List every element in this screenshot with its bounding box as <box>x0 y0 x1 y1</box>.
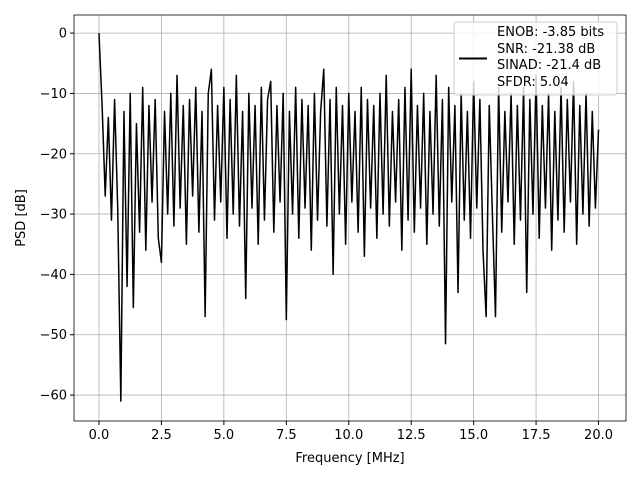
x-tick-label: 15.0 <box>459 428 488 443</box>
x-tick-label: 0.0 <box>89 428 110 443</box>
y-tick-label: −30 <box>40 208 67 223</box>
x-tick-label: 2.5 <box>151 428 172 443</box>
x-tick-label: 20.0 <box>584 428 613 443</box>
y-tick-label: −10 <box>40 87 67 102</box>
x-tick-label: 12.5 <box>397 428 426 443</box>
y-tick-label: −40 <box>40 268 67 283</box>
series-line <box>98 33 600 402</box>
y-tick-label: −50 <box>40 328 67 343</box>
x-tick-label: 7.5 <box>276 428 297 443</box>
x-axis-label: Frequency [MHz] <box>295 451 404 466</box>
axes-frame <box>73 14 627 422</box>
y-axis-label: PSD [dB] <box>14 189 29 247</box>
y-tick-label: −20 <box>40 147 67 162</box>
x-tick-label: 17.5 <box>522 428 551 443</box>
legend-label: ENOB: -3.85 bits SNR: -21.38 dB SINAD: -… <box>497 25 605 90</box>
x-tick-label: 5.0 <box>214 428 235 443</box>
y-tick-label: 0 <box>59 27 67 42</box>
y-tick-label: −60 <box>40 389 67 404</box>
x-tick-label: 10.0 <box>334 428 363 443</box>
legend-box <box>453 21 618 96</box>
